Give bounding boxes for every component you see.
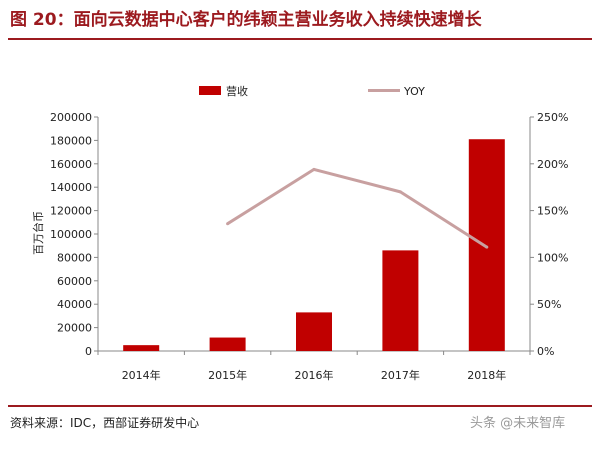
- x-tick-label: 2015年: [208, 368, 247, 382]
- title-divider: [8, 38, 592, 40]
- watermark: 头条 @未来智库: [470, 416, 566, 431]
- bar: [468, 139, 505, 351]
- x-tick-label: 2014年: [122, 368, 161, 382]
- y-tick-label: 120000: [50, 205, 92, 218]
- yoy-point: [398, 190, 402, 194]
- chart-legend: 营收 YOY: [199, 84, 425, 98]
- revenue-yoy-chart: 营收 YOY 百万台币 0 20000 40000 60000 80000 100000 1…: [31, 84, 568, 382]
- y2-tick-label: 100%: [537, 251, 568, 264]
- y-axis-label: 百万台币: [31, 211, 45, 255]
- y2-tick-label: 250%: [537, 111, 568, 124]
- footer-divider: [8, 405, 592, 407]
- y-tick-label: 100000: [50, 228, 92, 241]
- bar: [123, 345, 160, 351]
- y2-tick-label: 50%: [537, 298, 561, 311]
- y-tick-label: 140000: [50, 181, 92, 194]
- y-tick-label: 60000: [57, 275, 92, 288]
- legend-swatch-revenue: [199, 86, 221, 95]
- yoy-line: [226, 167, 488, 249]
- x-tick-label: 2018年: [467, 368, 506, 382]
- y-tick-label: 160000: [50, 158, 92, 171]
- bar: [296, 312, 332, 351]
- y2-tick-label: 150%: [537, 205, 568, 218]
- bar: [209, 337, 246, 351]
- y2-tick-label: 0%: [537, 345, 554, 358]
- yoy-point: [226, 222, 230, 226]
- yoy-point: [485, 245, 489, 249]
- y-tick-label: 200000: [50, 111, 92, 124]
- bar: [382, 250, 419, 351]
- plot-area: 0 20000 40000 60000 80000 100000 120000 140000 1…: [50, 111, 568, 382]
- legend-label-revenue: 营收: [226, 84, 248, 98]
- legend-label-yoy: YOY: [403, 85, 425, 98]
- y-tick-label: 40000: [57, 298, 92, 311]
- y2-tick-label: 200%: [537, 158, 568, 171]
- yoy-point: [312, 167, 316, 171]
- y-tick-label: 80000: [57, 251, 92, 264]
- y-tick-label: 0: [85, 345, 92, 358]
- y-tick-label: 180000: [50, 134, 92, 147]
- source-note: 资料来源：IDC，西部证券研发中心: [10, 416, 200, 430]
- x-tick-label: 2017年: [381, 368, 420, 382]
- page-title: 图 20：面向云数据中心客户的纬颖主营业务收入持续快速增长: [10, 10, 482, 30]
- y-tick-label: 20000: [57, 322, 92, 335]
- x-tick-label: 2016年: [295, 368, 334, 382]
